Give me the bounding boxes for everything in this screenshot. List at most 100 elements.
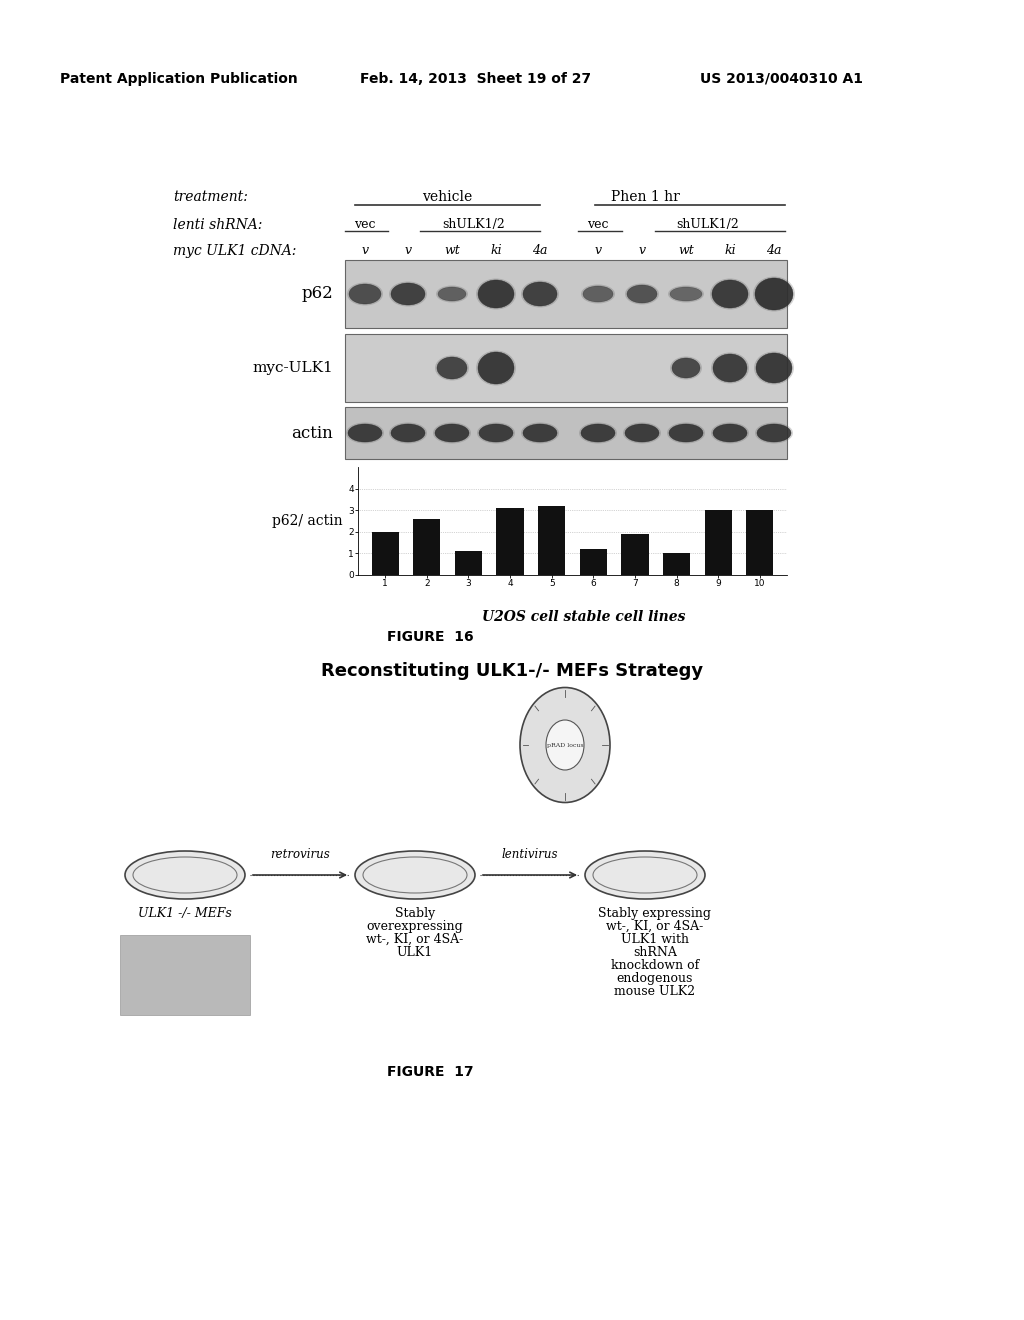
Text: shULK1/2: shULK1/2 — [442, 218, 506, 231]
Bar — [580, 549, 607, 576]
Ellipse shape — [348, 424, 382, 442]
Text: Stably expressing: Stably expressing — [598, 907, 712, 920]
Ellipse shape — [711, 352, 749, 384]
Ellipse shape — [389, 422, 427, 444]
Ellipse shape — [391, 282, 425, 305]
Bar — [622, 535, 648, 576]
Text: US 2013/0040310 A1: US 2013/0040310 A1 — [700, 73, 863, 86]
Text: ki: ki — [724, 244, 736, 257]
Text: treatment:: treatment: — [173, 190, 248, 205]
Bar — [664, 553, 690, 576]
Bar — [372, 532, 398, 576]
Bar — [705, 511, 732, 576]
Text: wt: wt — [444, 244, 460, 257]
Ellipse shape — [625, 284, 659, 305]
Text: vec: vec — [587, 218, 608, 231]
Ellipse shape — [579, 422, 617, 444]
Text: Reconstituting ULK1-/- MEFs Strategy: Reconstituting ULK1-/- MEFs Strategy — [321, 663, 703, 680]
Ellipse shape — [627, 285, 657, 304]
Text: Feb. 14, 2013  Sheet 19 of 27: Feb. 14, 2013 Sheet 19 of 27 — [360, 73, 591, 86]
Ellipse shape — [476, 351, 516, 385]
Bar — [345, 334, 787, 403]
Ellipse shape — [438, 286, 466, 301]
Text: lentivirus: lentivirus — [502, 847, 558, 861]
Text: p62/ actin: p62/ actin — [272, 513, 343, 528]
Ellipse shape — [125, 851, 245, 899]
Ellipse shape — [670, 286, 702, 301]
Ellipse shape — [349, 284, 381, 304]
Ellipse shape — [437, 356, 467, 379]
Ellipse shape — [753, 276, 795, 312]
Bar — [414, 519, 440, 576]
Ellipse shape — [546, 719, 584, 770]
Ellipse shape — [623, 422, 662, 444]
Text: v: v — [638, 244, 645, 257]
Text: mouse ULK2: mouse ULK2 — [614, 985, 695, 998]
Ellipse shape — [433, 422, 471, 444]
Bar — [497, 508, 523, 576]
Ellipse shape — [756, 352, 792, 383]
Ellipse shape — [667, 422, 705, 444]
Ellipse shape — [754, 351, 794, 384]
Ellipse shape — [479, 424, 513, 442]
Text: ULK1 with: ULK1 with — [621, 933, 689, 946]
Ellipse shape — [669, 424, 703, 442]
Ellipse shape — [389, 281, 427, 306]
Text: v: v — [361, 244, 369, 257]
Ellipse shape — [583, 286, 613, 302]
Text: ki: ki — [490, 244, 502, 257]
Text: retrovirus: retrovirus — [270, 847, 330, 861]
Ellipse shape — [672, 358, 700, 378]
Text: v: v — [595, 244, 601, 257]
Ellipse shape — [757, 424, 791, 442]
Ellipse shape — [520, 688, 610, 803]
Text: ULK1 -/- MEFs: ULK1 -/- MEFs — [138, 907, 231, 920]
Bar — [345, 407, 787, 459]
Text: shRNA: shRNA — [633, 946, 677, 960]
Text: vehicle: vehicle — [422, 190, 472, 205]
Text: ULK1: ULK1 — [397, 946, 433, 960]
Ellipse shape — [523, 282, 557, 306]
Text: Phen 1 hr: Phen 1 hr — [610, 190, 680, 205]
Text: Stably: Stably — [395, 907, 435, 920]
Text: 4a: 4a — [532, 244, 548, 257]
Text: p62: p62 — [301, 285, 333, 302]
Text: FIGURE  16: FIGURE 16 — [387, 630, 473, 644]
Text: endogenous: endogenous — [616, 972, 693, 985]
Ellipse shape — [581, 285, 615, 304]
Ellipse shape — [435, 424, 469, 442]
Bar — [120, 935, 250, 1015]
Bar — [345, 260, 787, 327]
Text: actin: actin — [291, 425, 333, 441]
Ellipse shape — [478, 352, 514, 384]
Bar — [746, 511, 773, 576]
Text: wt-, KI, or 4SA-: wt-, KI, or 4SA- — [367, 933, 464, 946]
Ellipse shape — [436, 285, 468, 302]
Text: wt-, KI, or 4SA-: wt-, KI, or 4SA- — [606, 920, 703, 933]
Text: shULK1/2: shULK1/2 — [677, 218, 739, 231]
Ellipse shape — [477, 422, 515, 444]
Ellipse shape — [712, 280, 748, 308]
Text: U2OS cell stable cell lines: U2OS cell stable cell lines — [481, 610, 685, 624]
Text: v: v — [404, 244, 412, 257]
Ellipse shape — [711, 422, 749, 444]
Text: vec: vec — [354, 218, 376, 231]
Ellipse shape — [581, 424, 615, 442]
Ellipse shape — [713, 354, 746, 381]
Text: overexpressing: overexpressing — [367, 920, 464, 933]
Bar — [455, 552, 482, 576]
Ellipse shape — [670, 356, 702, 380]
Ellipse shape — [346, 422, 384, 444]
Ellipse shape — [521, 422, 559, 444]
Ellipse shape — [625, 424, 659, 442]
Ellipse shape — [713, 424, 746, 442]
Text: 4a: 4a — [766, 244, 781, 257]
Text: myc ULK1 cDNA:: myc ULK1 cDNA: — [173, 244, 296, 257]
Text: wt: wt — [678, 244, 694, 257]
Ellipse shape — [521, 281, 559, 308]
Ellipse shape — [347, 282, 383, 305]
Ellipse shape — [755, 422, 793, 444]
Ellipse shape — [755, 279, 793, 310]
Ellipse shape — [355, 851, 475, 899]
Ellipse shape — [478, 280, 514, 308]
